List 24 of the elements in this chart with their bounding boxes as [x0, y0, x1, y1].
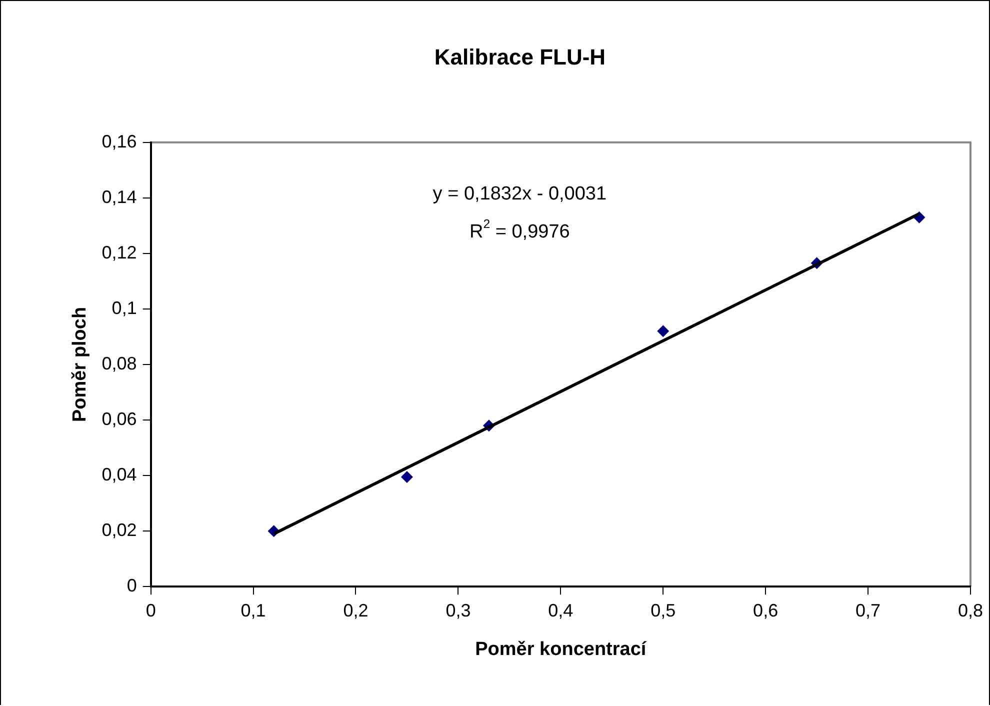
x-tick-label: 0,8 — [958, 600, 984, 620]
x-tick-label: 0,2 — [343, 600, 368, 620]
chart-title: Kalibrace FLU-H — [434, 44, 606, 70]
x-tick-label: 0,7 — [856, 600, 881, 620]
y-tick-label: 0,12 — [102, 242, 137, 262]
y-tick-label: 0 — [126, 576, 137, 596]
x-tick-label: 0,6 — [753, 600, 778, 620]
x-tick-label: 0,3 — [446, 600, 471, 620]
y-tick-label: 0,16 — [102, 131, 137, 152]
x-tick-label: 0,4 — [548, 600, 574, 620]
annotation: y = 0,1832x - 0,0031 — [432, 184, 607, 205]
x-axis-title: Poměr koncentrací — [475, 638, 647, 660]
y-axis-title: Poměr ploch — [70, 306, 91, 422]
y-tick-label: 0,02 — [102, 520, 137, 540]
y-tick-label: 0,1 — [112, 298, 137, 318]
y-tick-label: 0,14 — [102, 186, 137, 207]
x-tick-label: 0,1 — [240, 600, 266, 620]
x-tick-label: 0 — [146, 600, 156, 620]
point — [657, 325, 670, 338]
y-tick-label: 0,04 — [102, 464, 137, 485]
y-tick-label: 0,08 — [102, 353, 137, 374]
y-tick-label: 0,06 — [102, 408, 137, 429]
point — [400, 470, 413, 483]
x-tick-label: 0,5 — [650, 600, 676, 620]
